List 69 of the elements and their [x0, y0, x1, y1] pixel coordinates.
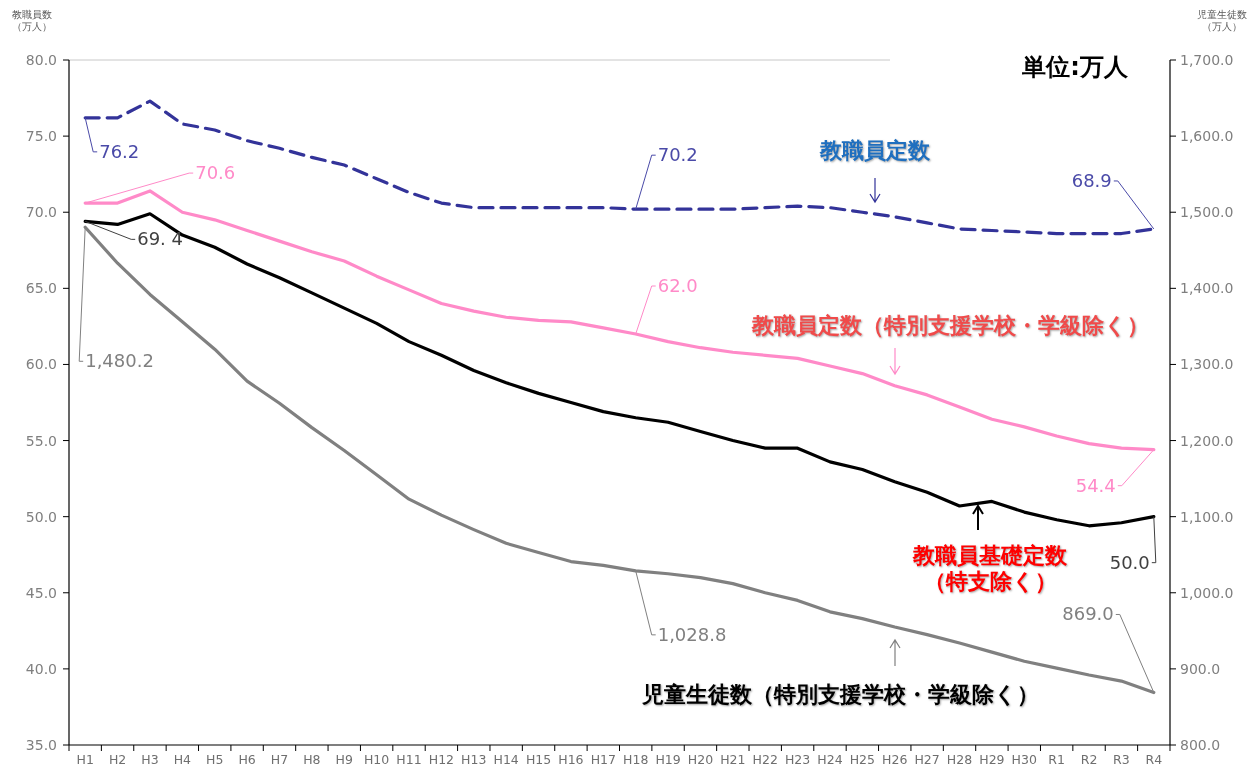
x-tick-label: H1 [76, 752, 94, 767]
y2-tick-label: 1,400.0 [1180, 280, 1234, 297]
data-label: 1,480.2 [85, 350, 154, 372]
x-tick-label: H19 [655, 752, 681, 767]
y2-tick-label: 1,300.0 [1180, 356, 1234, 373]
x-tick-label: H9 [335, 752, 353, 767]
x-tick-label: H5 [206, 752, 224, 767]
x-tick-label: H13 [461, 752, 487, 767]
annotation: 単位:万人 [1022, 53, 1128, 81]
y-tick-label: 80.0 [25, 52, 57, 68]
x-tick-label: H28 [946, 752, 973, 767]
y-tick-label: 55.0 [25, 432, 57, 449]
data-label: 1,028.8 [657, 623, 727, 645]
y-tick-label: 45.0 [25, 584, 57, 601]
y2-tick-label: 1,200.0 [1180, 432, 1234, 449]
y2-tick-label: 1,500.0 [1180, 204, 1234, 221]
x-tick-label: H15 [525, 752, 552, 767]
x-tick-label: H3 [141, 752, 159, 767]
x-tick-label: H8 [303, 752, 321, 767]
x-tick-label: H7 [270, 752, 289, 767]
y-tick-label: 40.0 [25, 660, 57, 677]
x-tick-label: H26 [882, 752, 908, 767]
y2-tick-label: 1,000.0 [1180, 584, 1234, 601]
y-tick-label: 60.0 [25, 356, 57, 373]
data-label: 68.9 [1071, 169, 1112, 191]
y-tick-label: 75.0 [25, 128, 57, 145]
y2-tick-label: 900.0 [1180, 660, 1221, 677]
x-tick-label: H14 [493, 752, 519, 767]
data-label: 62.0 [657, 275, 698, 296]
x-tick-label: H12 [428, 752, 455, 767]
x-tick-label: H30 [1011, 752, 1037, 767]
x-tick-label: R4 [1145, 752, 1163, 767]
data-label: 70.6 [195, 162, 236, 184]
data-label: 70.2 [657, 144, 698, 166]
x-tick-label: R1 [1048, 752, 1065, 767]
x-tick-label: H27 [914, 752, 940, 767]
y2-tick-label: 1,700.0 [1180, 52, 1234, 68]
data-label: 76.2 [99, 140, 140, 162]
y2label: 児童生徒数（万人） [1197, 9, 1247, 32]
x-tick-label: H2 [108, 752, 127, 767]
y2-tick-label: 1,600.0 [1180, 128, 1234, 145]
x-tick-label: H23 [784, 752, 811, 767]
line-series [83, 212, 1156, 528]
x-tick-label: R3 [1113, 752, 1130, 767]
x-tick-label: R2 [1080, 752, 1098, 767]
data-label: 869.0 [1062, 603, 1114, 625]
x-tick-label: H16 [558, 752, 584, 767]
data-label: 69. 4 [137, 228, 183, 250]
y2-tick-label: 800.0 [1180, 737, 1221, 753]
y-tick-label: 65.0 [25, 280, 57, 297]
ylabel: 教職員数（万人） [12, 9, 52, 32]
x-tick-label: H4 [173, 752, 192, 767]
x-tick-label: H11 [396, 752, 422, 767]
x-tick-label: H18 [623, 752, 649, 767]
x-tick-label: H6 [238, 752, 256, 767]
x-tick-label: H10 [363, 752, 390, 767]
y-tick-label: 70.0 [25, 204, 57, 221]
x-tick-label: H21 [720, 752, 746, 767]
x-tick-label: H29 [979, 752, 1005, 767]
y-tick-label: 50.0 [25, 508, 57, 525]
data-label: 54.4 [1075, 474, 1116, 496]
x-tick-label: H22 [752, 752, 778, 767]
y2-tick-label: 1,100.0 [1180, 508, 1234, 525]
x-tick-label: H24 [817, 752, 843, 767]
x-tick-label: H20 [687, 752, 714, 767]
x-tick-label: H17 [590, 752, 616, 767]
x-tick-label: H25 [849, 752, 876, 767]
y-tick-label: 35.0 [25, 737, 57, 753]
data-label: 50.0 [1109, 551, 1150, 573]
